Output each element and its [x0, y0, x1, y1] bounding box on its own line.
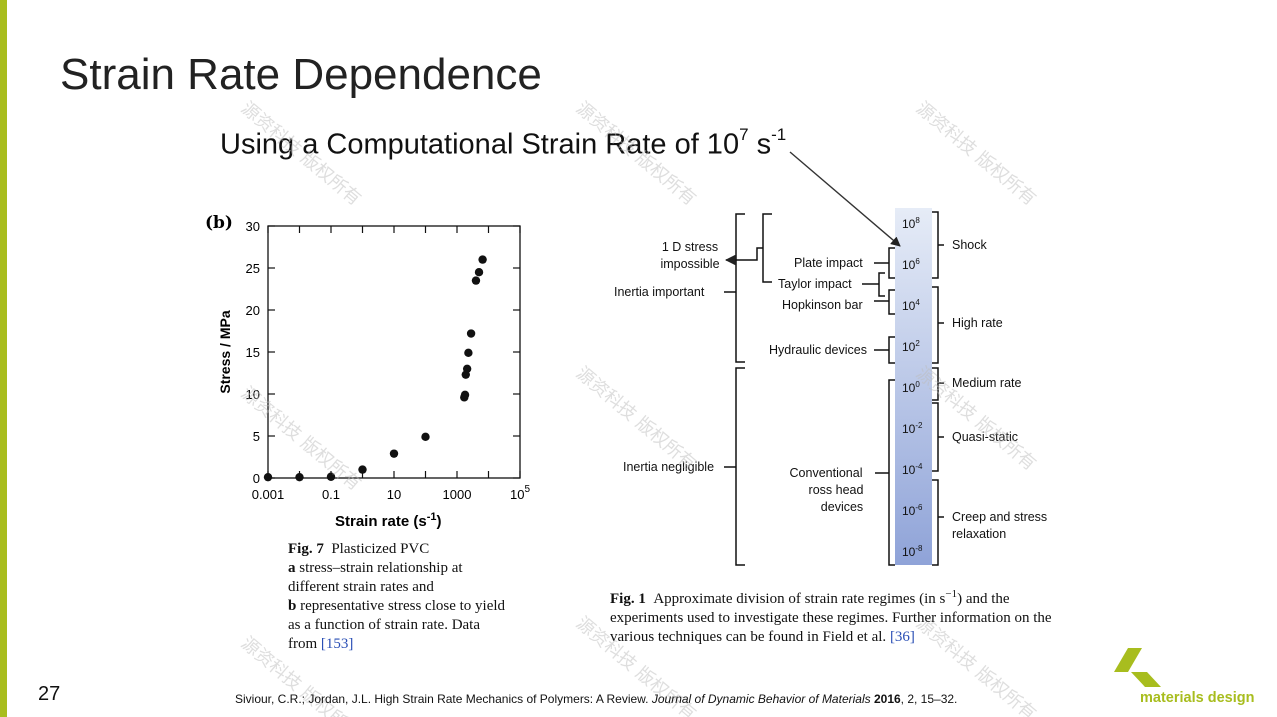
- logo-mark: [1114, 648, 1161, 687]
- regime-quasi-static: Quasi-static: [952, 430, 1018, 444]
- y-tick-label: 15: [246, 345, 260, 360]
- figure1-caption: Fig. 1 Approximate division of strain ra…: [610, 588, 1052, 645]
- x-ticks: 0.001 0.1 10 1000 105: [252, 226, 530, 502]
- data-point: [460, 390, 470, 400]
- logo-text: materials design: [1140, 690, 1255, 706]
- technique-hopkinson-bar: Hopkinson bar: [782, 298, 863, 312]
- data-point: [358, 465, 367, 474]
- watermark-text: 源资科技 版权所有: [237, 98, 365, 210]
- inertia-negligible: Inertia negligible: [623, 460, 714, 474]
- technique-brackets: [862, 247, 895, 566]
- y-tick-label: 5: [253, 429, 260, 444]
- scale-label: 10-6: [902, 503, 923, 518]
- technique-taylor-impact: Taylor impact: [778, 277, 852, 291]
- scale-label: 104: [902, 298, 920, 313]
- inertia-impossible: impossible: [660, 257, 719, 271]
- scale-label: 102: [902, 339, 920, 354]
- regime-medium-rate: Medium rate: [952, 376, 1022, 390]
- regime-brackets: [932, 211, 944, 566]
- y-tick-label: 10: [246, 387, 260, 402]
- reference-link-36[interactable]: [36]: [889, 629, 915, 645]
- technique-conventional: Conventional: [790, 466, 863, 480]
- scale-label: 10-8: [902, 544, 923, 559]
- subtitle: Using a Computational Strain Rate of 107…: [220, 125, 787, 161]
- scale-label: 10-4: [902, 462, 923, 477]
- scale-label: 108: [902, 216, 920, 231]
- data-point: [389, 449, 399, 458]
- x-tick-label: 10: [387, 487, 401, 502]
- data-point: [466, 329, 476, 338]
- scale-labels: 108 106 104 102 100 10-2 10-4 10-6 10-8: [902, 216, 923, 559]
- technique-plate-impact: Plate impact: [794, 256, 863, 270]
- data-point: [295, 472, 304, 482]
- slide-title: Strain Rate Dependence: [60, 50, 542, 99]
- x-tick-label: 105: [510, 484, 530, 502]
- data-point: [464, 348, 473, 358]
- scale-label: 106: [902, 257, 920, 272]
- data-point: [478, 255, 487, 264]
- panel-label: (b): [205, 213, 233, 233]
- inertia-important: Inertia important: [614, 285, 705, 299]
- x-tick-label: 0.001: [252, 487, 285, 502]
- y-ticks: 0 5 10 15 20 25 30: [246, 219, 520, 486]
- technique-hydraulic: Hydraulic devices: [769, 343, 867, 357]
- reference-link-153[interactable]: [153]: [320, 636, 354, 652]
- figure7-chart: (b) 0.001 0.1 10 1000 105 0 5 10 15 20 25 30 Strai…: [205, 213, 530, 530]
- scale-label: 10-2: [902, 421, 923, 436]
- y-tick-label: 25: [246, 261, 260, 276]
- watermark-text: 源资科技 版权所有: [912, 98, 1040, 210]
- data-points: [263, 255, 487, 482]
- data-point: [474, 268, 484, 277]
- data-point: [471, 276, 481, 285]
- regime-shock: Shock: [952, 238, 987, 252]
- figure1-diagram: 108 106 104 102 100 10-2 10-4 10-6 10-8 Shock Hi…: [614, 208, 1047, 566]
- scale-label: 100: [902, 380, 920, 395]
- regime-creep: Creep and stress: [952, 510, 1047, 524]
- pointer-arrow: [789, 151, 901, 247]
- x-tick-label: 0.1: [322, 487, 340, 502]
- strain-rate-scale: [895, 208, 932, 565]
- y-axis-label: Stress / MPa: [217, 310, 233, 393]
- data-point: [263, 472, 273, 482]
- technique-crosshead: ross head: [809, 483, 864, 497]
- y-tick-label: 30: [246, 219, 260, 234]
- inertia-1d-stress: 1 D stress: [662, 240, 718, 254]
- watermark-text: 源资科技 版权所有: [572, 98, 700, 210]
- data-point: [326, 472, 336, 481]
- regime-high-rate: High rate: [952, 316, 1003, 330]
- page-number: 27: [38, 683, 61, 705]
- y-tick-label: 0: [253, 471, 260, 486]
- citation: Siviour, C.R.; Jordan, J.L. High Strain …: [235, 692, 958, 706]
- accent-bar: [0, 0, 7, 717]
- data-point: [462, 364, 472, 373]
- technique-devices: devices: [821, 500, 863, 514]
- x-tick-label: 1000: [443, 487, 472, 502]
- data-point: [421, 432, 430, 442]
- regime-relaxation: relaxation: [952, 527, 1006, 541]
- y-tick-label: 20: [246, 303, 260, 318]
- watermark-text: 源资科技 版权所有: [572, 363, 700, 475]
- figure7-caption: Fig. 7 Plasticized PVC a stress–strain r…: [288, 541, 506, 652]
- x-axis-label: Strain rate (s-1): [335, 511, 441, 530]
- inertia-brackets: [724, 213, 772, 566]
